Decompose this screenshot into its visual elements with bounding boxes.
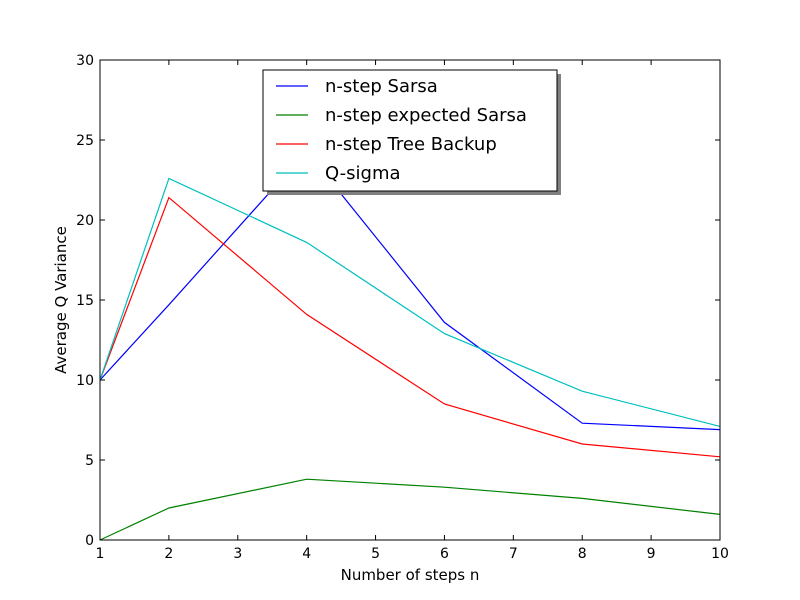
y-tick-label: 5: [85, 453, 94, 469]
y-tick-label: 30: [76, 53, 94, 69]
y-tick-label: 10: [76, 373, 94, 389]
x-tick-label: 2: [164, 546, 173, 562]
legend-box: [262, 69, 558, 192]
series-layer: [99, 150, 721, 541]
legend-label-0: n-step Sarsa: [325, 76, 438, 97]
y-tick-label: 0: [85, 533, 94, 549]
x-tick-label: 5: [371, 546, 380, 562]
legend-label-3: Q-sigma: [325, 163, 401, 184]
legend-label-1: n-step expected Sarsa: [325, 105, 527, 126]
series-line-3: [99, 177, 721, 427]
series-line-2: [99, 196, 721, 458]
legend: n-step Sarsa n-step expected Sarsa n-step …: [262, 69, 561, 195]
x-tick-label: 3: [233, 546, 242, 562]
ticks-layer: 1 2 3 4 5 6 7 8 9 10 0 5 10 15 20 25 30: [76, 53, 729, 562]
y-tick-label: 20: [76, 213, 94, 229]
x-tick-label: 6: [440, 546, 449, 562]
x-tick-label: 7: [509, 546, 518, 562]
series-line-1: [99, 478, 721, 541]
x-tick-label: 8: [578, 546, 587, 562]
x-tick-label: 9: [647, 546, 656, 562]
y-tick-label: 15: [76, 293, 94, 309]
x-axis-label: Number of steps n: [341, 566, 480, 584]
y-tick-label: 25: [76, 133, 94, 149]
legend-label-2: n-step Tree Backup: [325, 134, 497, 155]
x-tick-label: 10: [711, 546, 729, 562]
x-tick-label: 4: [302, 546, 311, 562]
x-tick-label: 1: [96, 546, 105, 562]
series-line-0: [99, 150, 721, 431]
y-axis-label: Average Q Variance: [52, 226, 70, 374]
